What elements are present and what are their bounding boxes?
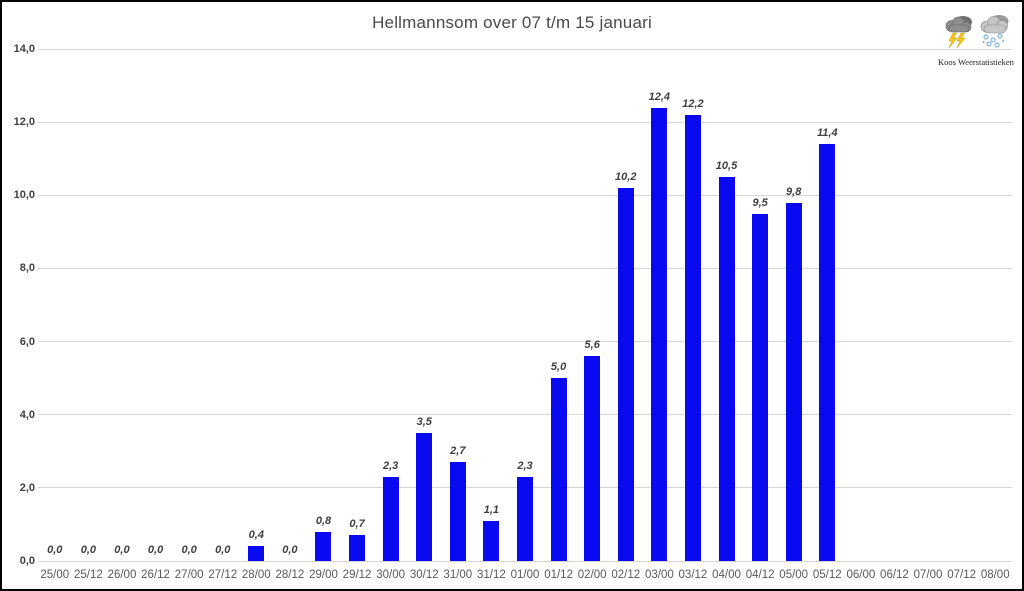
gridline: [38, 560, 1012, 562]
bar: [550, 378, 567, 561]
x-tick-label: 28/00: [241, 569, 271, 581]
bar: [349, 535, 366, 561]
chart-title: Hellmannsom over 07 t/m 15 januari: [372, 13, 652, 32]
logo-caption: Koos Weerstatistieken: [938, 57, 1014, 67]
value-label: 12,4: [648, 90, 671, 103]
x-tick-label: 06/12: [880, 569, 909, 581]
bar: [449, 462, 466, 561]
x-tick-label: 03/00: [644, 569, 674, 581]
bar: [819, 144, 836, 561]
value-label: 10,5: [715, 160, 738, 172]
y-tick-label: 14,0: [13, 43, 35, 55]
x-tick-label: 31/12: [477, 569, 506, 581]
x-tick-label: 01/12: [544, 569, 573, 581]
value-label: 0,4: [248, 529, 264, 542]
y-tick-label: 8,0: [19, 262, 35, 275]
value-label: 9,5: [752, 196, 768, 209]
value-label: 2,3: [517, 459, 533, 472]
gridline: [38, 414, 1012, 416]
bar: [785, 202, 802, 561]
value-label: 0,0: [147, 544, 164, 556]
bar: [315, 531, 332, 561]
x-tick-label: 06/00: [846, 569, 876, 581]
value-label: 10,2: [615, 170, 637, 183]
bar: [416, 433, 433, 561]
x-tick-label: 29/12: [342, 569, 372, 581]
x-tick-label: 27/00: [174, 569, 204, 581]
value-label: 1,1: [483, 503, 500, 516]
gridline: [38, 48, 1012, 50]
bar: [584, 356, 601, 561]
x-tick-label: 26/00: [107, 569, 137, 581]
x-tick-label: 30/12: [409, 569, 439, 581]
x-tick-label: 05/00: [779, 569, 809, 581]
x-tick-label: 30/00: [376, 569, 406, 581]
value-label: 11,4: [816, 127, 838, 140]
value-label: 5,6: [584, 339, 600, 352]
x-tick-label: 07/00: [913, 569, 943, 581]
y-tick-label: 12,0: [13, 116, 35, 129]
value-label: 0,0: [215, 544, 231, 556]
y-tick-label: 10,0: [13, 189, 35, 202]
x-tick-label: 03/12: [678, 569, 708, 581]
value-label: 0,0: [47, 544, 63, 556]
x-tick-label: 07/12: [947, 569, 976, 581]
value-label: 2,7: [450, 445, 466, 458]
bar: [617, 187, 634, 561]
logo-icons: [938, 13, 1014, 49]
x-tick-label: 04/12: [745, 569, 775, 581]
gridline: [38, 267, 1012, 269]
y-tick-label: 2,0: [19, 481, 35, 494]
x-tick-label: 08/00: [980, 569, 1010, 581]
x-tick-label: 26/12: [141, 569, 170, 581]
x-tick-label: 25/00: [40, 569, 70, 581]
y-tick-label: 6,0: [19, 335, 35, 348]
y-tick-label: 0,0: [19, 555, 35, 567]
x-tick-label: 28/12: [275, 569, 305, 581]
bar: [718, 177, 735, 561]
x-tick-label: 01/00: [510, 569, 540, 581]
storm-cloud-lightning-icon: [945, 16, 972, 49]
x-tick-label: 29/00: [309, 569, 338, 581]
x-tick-label: 31/00: [443, 569, 473, 581]
bar: [651, 107, 668, 561]
value-label: 3,5: [416, 416, 432, 428]
value-label: 0,7: [349, 518, 365, 531]
snow-cloud-icon: [980, 15, 1008, 48]
value-label: 5,0: [550, 361, 567, 374]
x-tick-label: 25/12: [73, 569, 103, 581]
value-label: 0,0: [282, 544, 298, 556]
value-label: 9,8: [786, 185, 802, 198]
x-tick-label: 27/12: [208, 569, 238, 581]
bar: [248, 546, 265, 561]
value-label: 2,3: [382, 459, 399, 472]
bar: [684, 114, 701, 561]
bar: [752, 213, 769, 561]
x-tick-label: 02/12: [611, 569, 641, 581]
x-tick-label: 04/00: [712, 569, 741, 581]
x-tick-label: 02/00: [577, 569, 607, 581]
gridline: [38, 341, 1012, 343]
x-tick-label: 05/12: [812, 569, 842, 581]
y-tick-label: 4,0: [19, 408, 35, 421]
value-label: 0,0: [114, 544, 130, 556]
value-label: 0,0: [181, 544, 197, 556]
value-label: 0,8: [315, 514, 332, 527]
bar: [382, 476, 399, 561]
logo: Koos Weerstatistieken: [938, 13, 1014, 67]
value-label: 0,0: [80, 544, 97, 556]
gridline: [38, 121, 1012, 123]
gridline: [38, 194, 1012, 196]
bar: [517, 476, 533, 561]
value-label: 12,2: [682, 97, 704, 110]
bar: [483, 520, 500, 561]
